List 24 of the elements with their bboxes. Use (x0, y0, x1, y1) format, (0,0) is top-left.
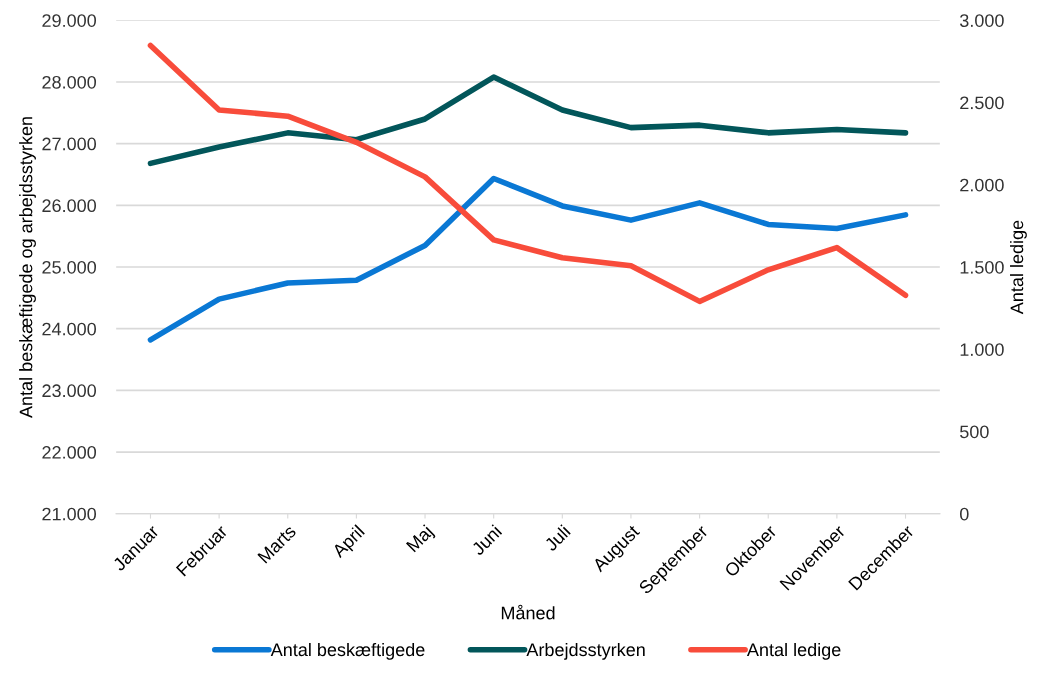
y2-tick-label: 1.500 (960, 260, 1004, 274)
y2-tick-label: 1.000 (960, 343, 1004, 356)
y-tick-label: 22.000 (42, 446, 97, 459)
y2-tick-label: 2.500 (960, 96, 1004, 110)
x-tick-label: Juli (543, 524, 571, 552)
y-tick-label: 24.000 (42, 322, 97, 336)
y-tick-label: 26.000 (42, 199, 97, 213)
y-tick-label: 23.000 (42, 384, 97, 398)
y-tick-label: 25.000 (42, 260, 97, 274)
y-tick-label: 21.000 (42, 507, 97, 521)
legend-label: Antal ledige (746, 642, 841, 660)
x-axis-title: Måned (501, 604, 555, 620)
y2-tick-label: 0 (959, 507, 969, 521)
y-axis-title: Antal beskæftigede og arbejdsstyrken (19, 117, 36, 419)
legend-label: Arbejdsstyrken (526, 642, 645, 660)
y2-axis-title: Antal ledige (1010, 220, 1027, 315)
y2-tick-label: 3.000 (959, 14, 1004, 27)
legend-label: Antal beskæftigede (270, 642, 425, 660)
y2-tick-label: 2.000 (960, 178, 1004, 192)
x-tick-label: Maj (405, 524, 437, 555)
y-tick-label: 29.000 (42, 14, 97, 27)
y-tick-label: 27.000 (42, 137, 97, 151)
y2-tick-label: 500 (960, 425, 989, 439)
y-tick-label: 28.000 (42, 75, 97, 89)
